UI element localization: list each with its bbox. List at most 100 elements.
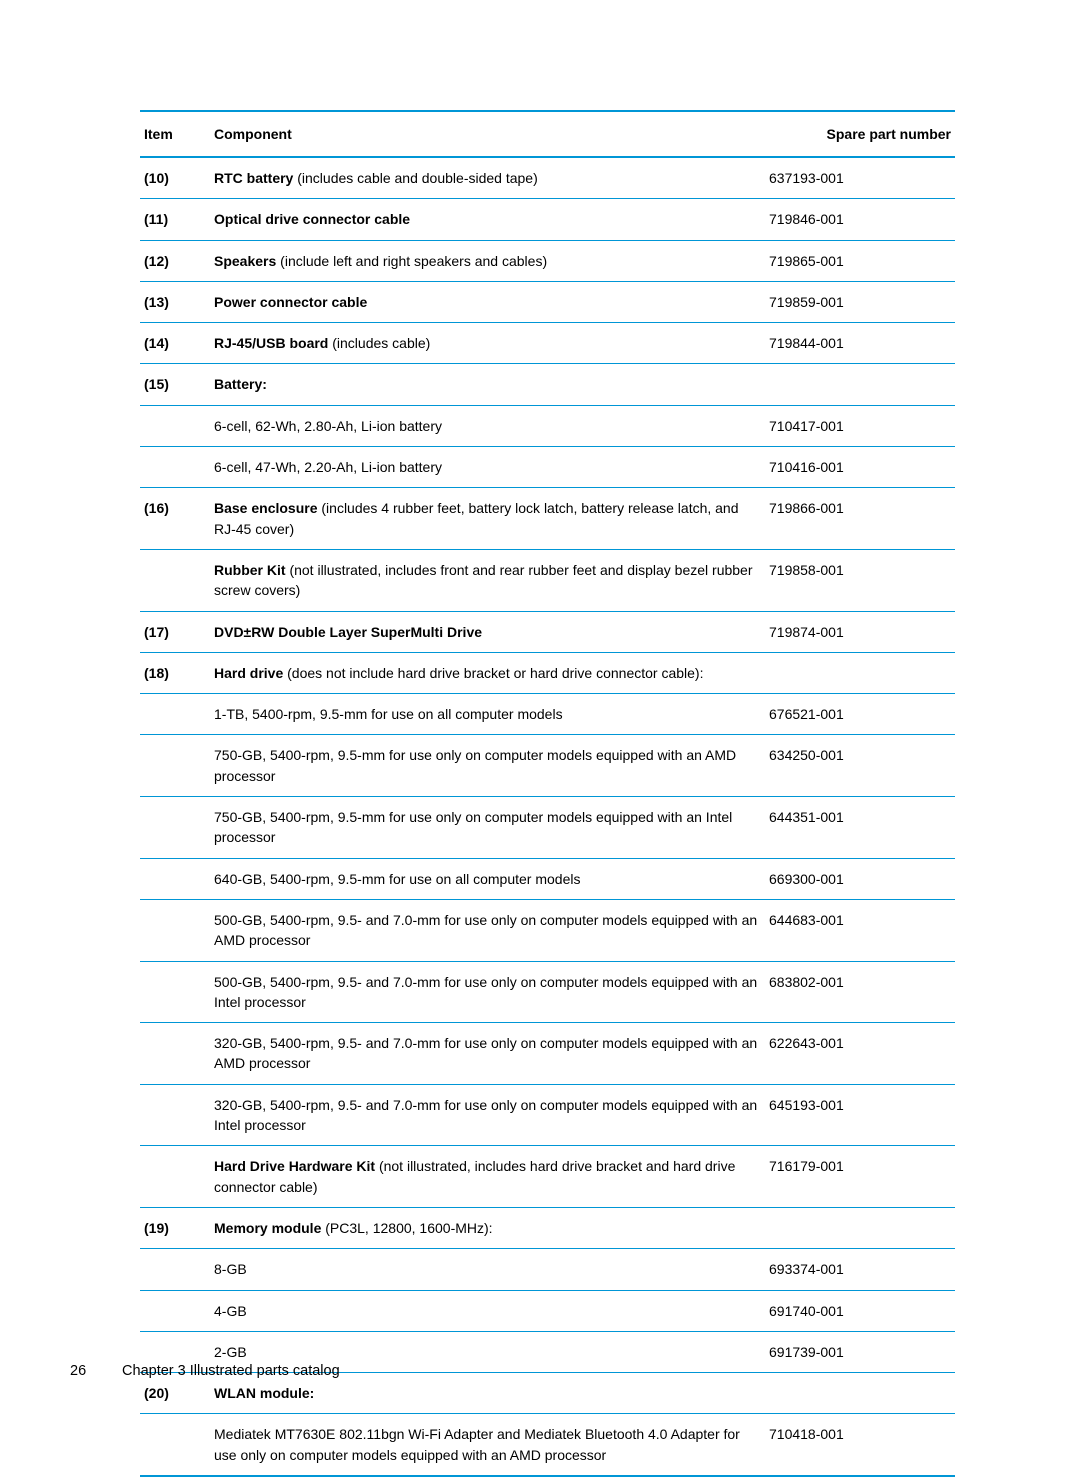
item-cell: (11) [140,199,210,240]
component-cell: Hard Drive Hardware Kit (not illustrated… [210,1146,765,1208]
item-cell: (18) [140,652,210,693]
table-row: (19)Memory module (PC3L, 12800, 1600-MHz… [140,1207,955,1248]
part-number-cell: 719846-001 [765,199,955,240]
item-cell [140,1023,210,1085]
component-cell: Battery: [210,364,765,405]
component-cell: Hard drive (does not include hard drive … [210,652,765,693]
item-cell [140,405,210,446]
component-cell: 8-GB [210,1249,765,1290]
part-number-cell: 676521-001 [765,694,955,735]
component-cell: RTC battery (includes cable and double-s… [210,157,765,199]
table-row: 1-TB, 5400-rpm, 9.5-mm for use on all co… [140,694,955,735]
component-cell: Memory module (PC3L, 12800, 1600-MHz): [210,1207,765,1248]
table-header-row: Item Component Spare part number [140,111,955,157]
part-number-cell: 710416-001 [765,447,955,488]
table-row: (17)DVD±RW Double Layer SuperMulti Drive… [140,611,955,652]
page-number: 26 [70,1363,118,1379]
item-cell [140,1414,210,1476]
table-row: 6-cell, 47-Wh, 2.20-Ah, Li-ion battery71… [140,447,955,488]
item-cell: (14) [140,323,210,364]
component-cell: 500-GB, 5400-rpm, 9.5- and 7.0-mm for us… [210,961,765,1023]
header-spare-part: Spare part number [765,111,955,157]
part-number-cell: 719865-001 [765,240,955,281]
table-row: Rubber Kit (not illustrated, includes fr… [140,549,955,611]
component-cell: RJ-45/USB board (includes cable) [210,323,765,364]
component-cell: 750-GB, 5400-rpm, 9.5-mm for use only on… [210,735,765,797]
table-row: 640-GB, 5400-rpm, 9.5-mm for use on all … [140,858,955,899]
part-number-cell: 644683-001 [765,899,955,961]
component-cell: 750-GB, 5400-rpm, 9.5-mm for use only on… [210,797,765,859]
part-number-cell [765,364,955,405]
part-number-cell: 719858-001 [765,549,955,611]
item-cell [140,961,210,1023]
parts-table: Item Component Spare part number (10)RTC… [140,110,955,1477]
table-row: 320-GB, 5400-rpm, 9.5- and 7.0-mm for us… [140,1023,955,1085]
part-number-cell: 719859-001 [765,281,955,322]
part-number-cell: 719844-001 [765,323,955,364]
table-row: Mediatek MT7630E 802.11bgn Wi-Fi Adapter… [140,1414,955,1476]
item-cell: (13) [140,281,210,322]
component-cell: 6-cell, 62-Wh, 2.80-Ah, Li-ion battery [210,405,765,446]
item-cell: (15) [140,364,210,405]
table-row: (12)Speakers (include left and right spe… [140,240,955,281]
table-row: 8-GB693374-001 [140,1249,955,1290]
table-row: (18)Hard drive (does not include hard dr… [140,652,955,693]
component-cell: Base enclosure (includes 4 rubber feet, … [210,488,765,550]
item-cell: (19) [140,1207,210,1248]
table-row: (13)Power connector cable719859-001 [140,281,955,322]
item-cell [140,1290,210,1331]
part-number-cell: 691740-001 [765,1290,955,1331]
component-cell: 500-GB, 5400-rpm, 9.5- and 7.0-mm for us… [210,899,765,961]
component-cell: 640-GB, 5400-rpm, 9.5-mm for use on all … [210,858,765,899]
component-cell: Mediatek MT7630E 802.11bgn Wi-Fi Adapter… [210,1414,765,1476]
table-row: 320-GB, 5400-rpm, 9.5- and 7.0-mm for us… [140,1084,955,1146]
item-cell: (12) [140,240,210,281]
table-row: 500-GB, 5400-rpm, 9.5- and 7.0-mm for us… [140,961,955,1023]
item-cell [140,735,210,797]
item-cell [140,1146,210,1208]
header-item: Item [140,111,210,157]
item-cell [140,549,210,611]
part-number-cell: 622643-001 [765,1023,955,1085]
table-row: (15)Battery: [140,364,955,405]
part-number-cell: 645193-001 [765,1084,955,1146]
item-cell [140,1249,210,1290]
component-cell: Optical drive connector cable [210,199,765,240]
component-cell: Power connector cable [210,281,765,322]
table-row: (10)RTC battery (includes cable and doub… [140,157,955,199]
table-row: 6-cell, 62-Wh, 2.80-Ah, Li-ion battery71… [140,405,955,446]
table-row: 750-GB, 5400-rpm, 9.5-mm for use only on… [140,797,955,859]
item-cell [140,797,210,859]
item-cell [140,1084,210,1146]
part-number-cell: 693374-001 [765,1249,955,1290]
table-row: 750-GB, 5400-rpm, 9.5-mm for use only on… [140,735,955,797]
component-cell: 320-GB, 5400-rpm, 9.5- and 7.0-mm for us… [210,1023,765,1085]
part-number-cell: 691739-001 [765,1331,955,1372]
part-number-cell: 716179-001 [765,1146,955,1208]
component-cell: 1-TB, 5400-rpm, 9.5-mm for use on all co… [210,694,765,735]
table-row: (14)RJ-45/USB board (includes cable)7198… [140,323,955,364]
part-number-cell: 719866-001 [765,488,955,550]
part-number-cell: 710418-001 [765,1414,955,1476]
table-row: (16)Base enclosure (includes 4 rubber fe… [140,488,955,550]
item-cell [140,694,210,735]
part-number-cell: 719874-001 [765,611,955,652]
component-cell: DVD±RW Double Layer SuperMulti Drive [210,611,765,652]
part-number-cell: 683802-001 [765,961,955,1023]
component-cell: 320-GB, 5400-rpm, 9.5- and 7.0-mm for us… [210,1084,765,1146]
header-component: Component [210,111,765,157]
item-cell: (16) [140,488,210,550]
part-number-cell: 644351-001 [765,797,955,859]
part-number-cell [765,1373,955,1414]
item-cell: (17) [140,611,210,652]
component-cell: 6-cell, 47-Wh, 2.20-Ah, Li-ion battery [210,447,765,488]
part-number-cell [765,1207,955,1248]
part-number-cell [765,652,955,693]
component-cell: 4-GB [210,1290,765,1331]
table-row: 4-GB691740-001 [140,1290,955,1331]
part-number-cell: 634250-001 [765,735,955,797]
table-row: 500-GB, 5400-rpm, 9.5- and 7.0-mm for us… [140,899,955,961]
component-cell: Speakers (include left and right speaker… [210,240,765,281]
part-number-cell: 637193-001 [765,157,955,199]
table-row: Hard Drive Hardware Kit (not illustrated… [140,1146,955,1208]
